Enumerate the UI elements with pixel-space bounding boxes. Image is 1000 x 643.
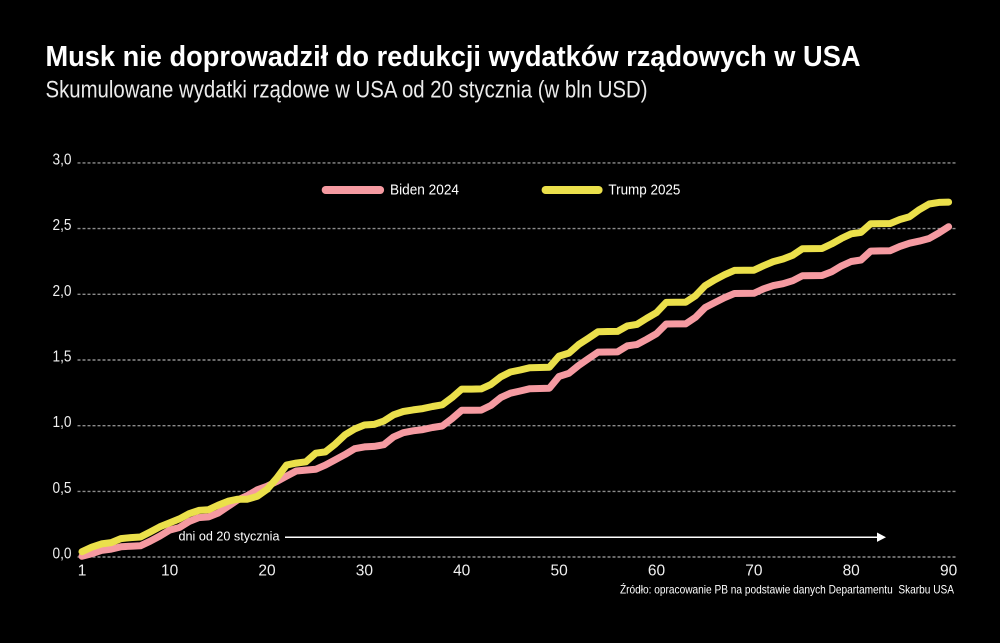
svg-text:Musk nie doprowadził do redukc: Musk nie doprowadził do redukcji wydatkó… <box>46 41 861 73</box>
svg-text:80: 80 <box>843 563 861 580</box>
svg-text:Trump 2025: Trump 2025 <box>608 183 680 199</box>
svg-text:3,0: 3,0 <box>53 151 72 168</box>
svg-text:0,0: 0,0 <box>53 546 72 563</box>
svg-text:20: 20 <box>258 563 276 580</box>
svg-text:dni od 20 stycznia: dni od 20 stycznia <box>179 530 280 544</box>
svg-text:2,0: 2,0 <box>53 283 72 300</box>
svg-text:0,5: 0,5 <box>53 480 72 497</box>
svg-text:10: 10 <box>161 563 179 580</box>
svg-text:90: 90 <box>940 563 958 580</box>
svg-text:Źródło: opracowanie PB na pods: Źródło: opracowanie PB na podstawie dany… <box>620 582 954 597</box>
svg-text:1: 1 <box>78 563 87 580</box>
svg-text:Biden 2024: Biden 2024 <box>390 183 459 199</box>
svg-text:30: 30 <box>356 563 374 580</box>
svg-text:2,5: 2,5 <box>53 217 72 234</box>
svg-text:1,0: 1,0 <box>53 414 72 431</box>
svg-text:Skumulowane wydatki rządowe w: Skumulowane wydatki rządowe w USA od 20 … <box>46 77 648 104</box>
svg-text:70: 70 <box>745 563 763 580</box>
svg-text:1,5: 1,5 <box>53 349 72 366</box>
svg-text:40: 40 <box>453 563 471 580</box>
svg-text:50: 50 <box>550 563 568 580</box>
svg-text:60: 60 <box>648 563 666 580</box>
